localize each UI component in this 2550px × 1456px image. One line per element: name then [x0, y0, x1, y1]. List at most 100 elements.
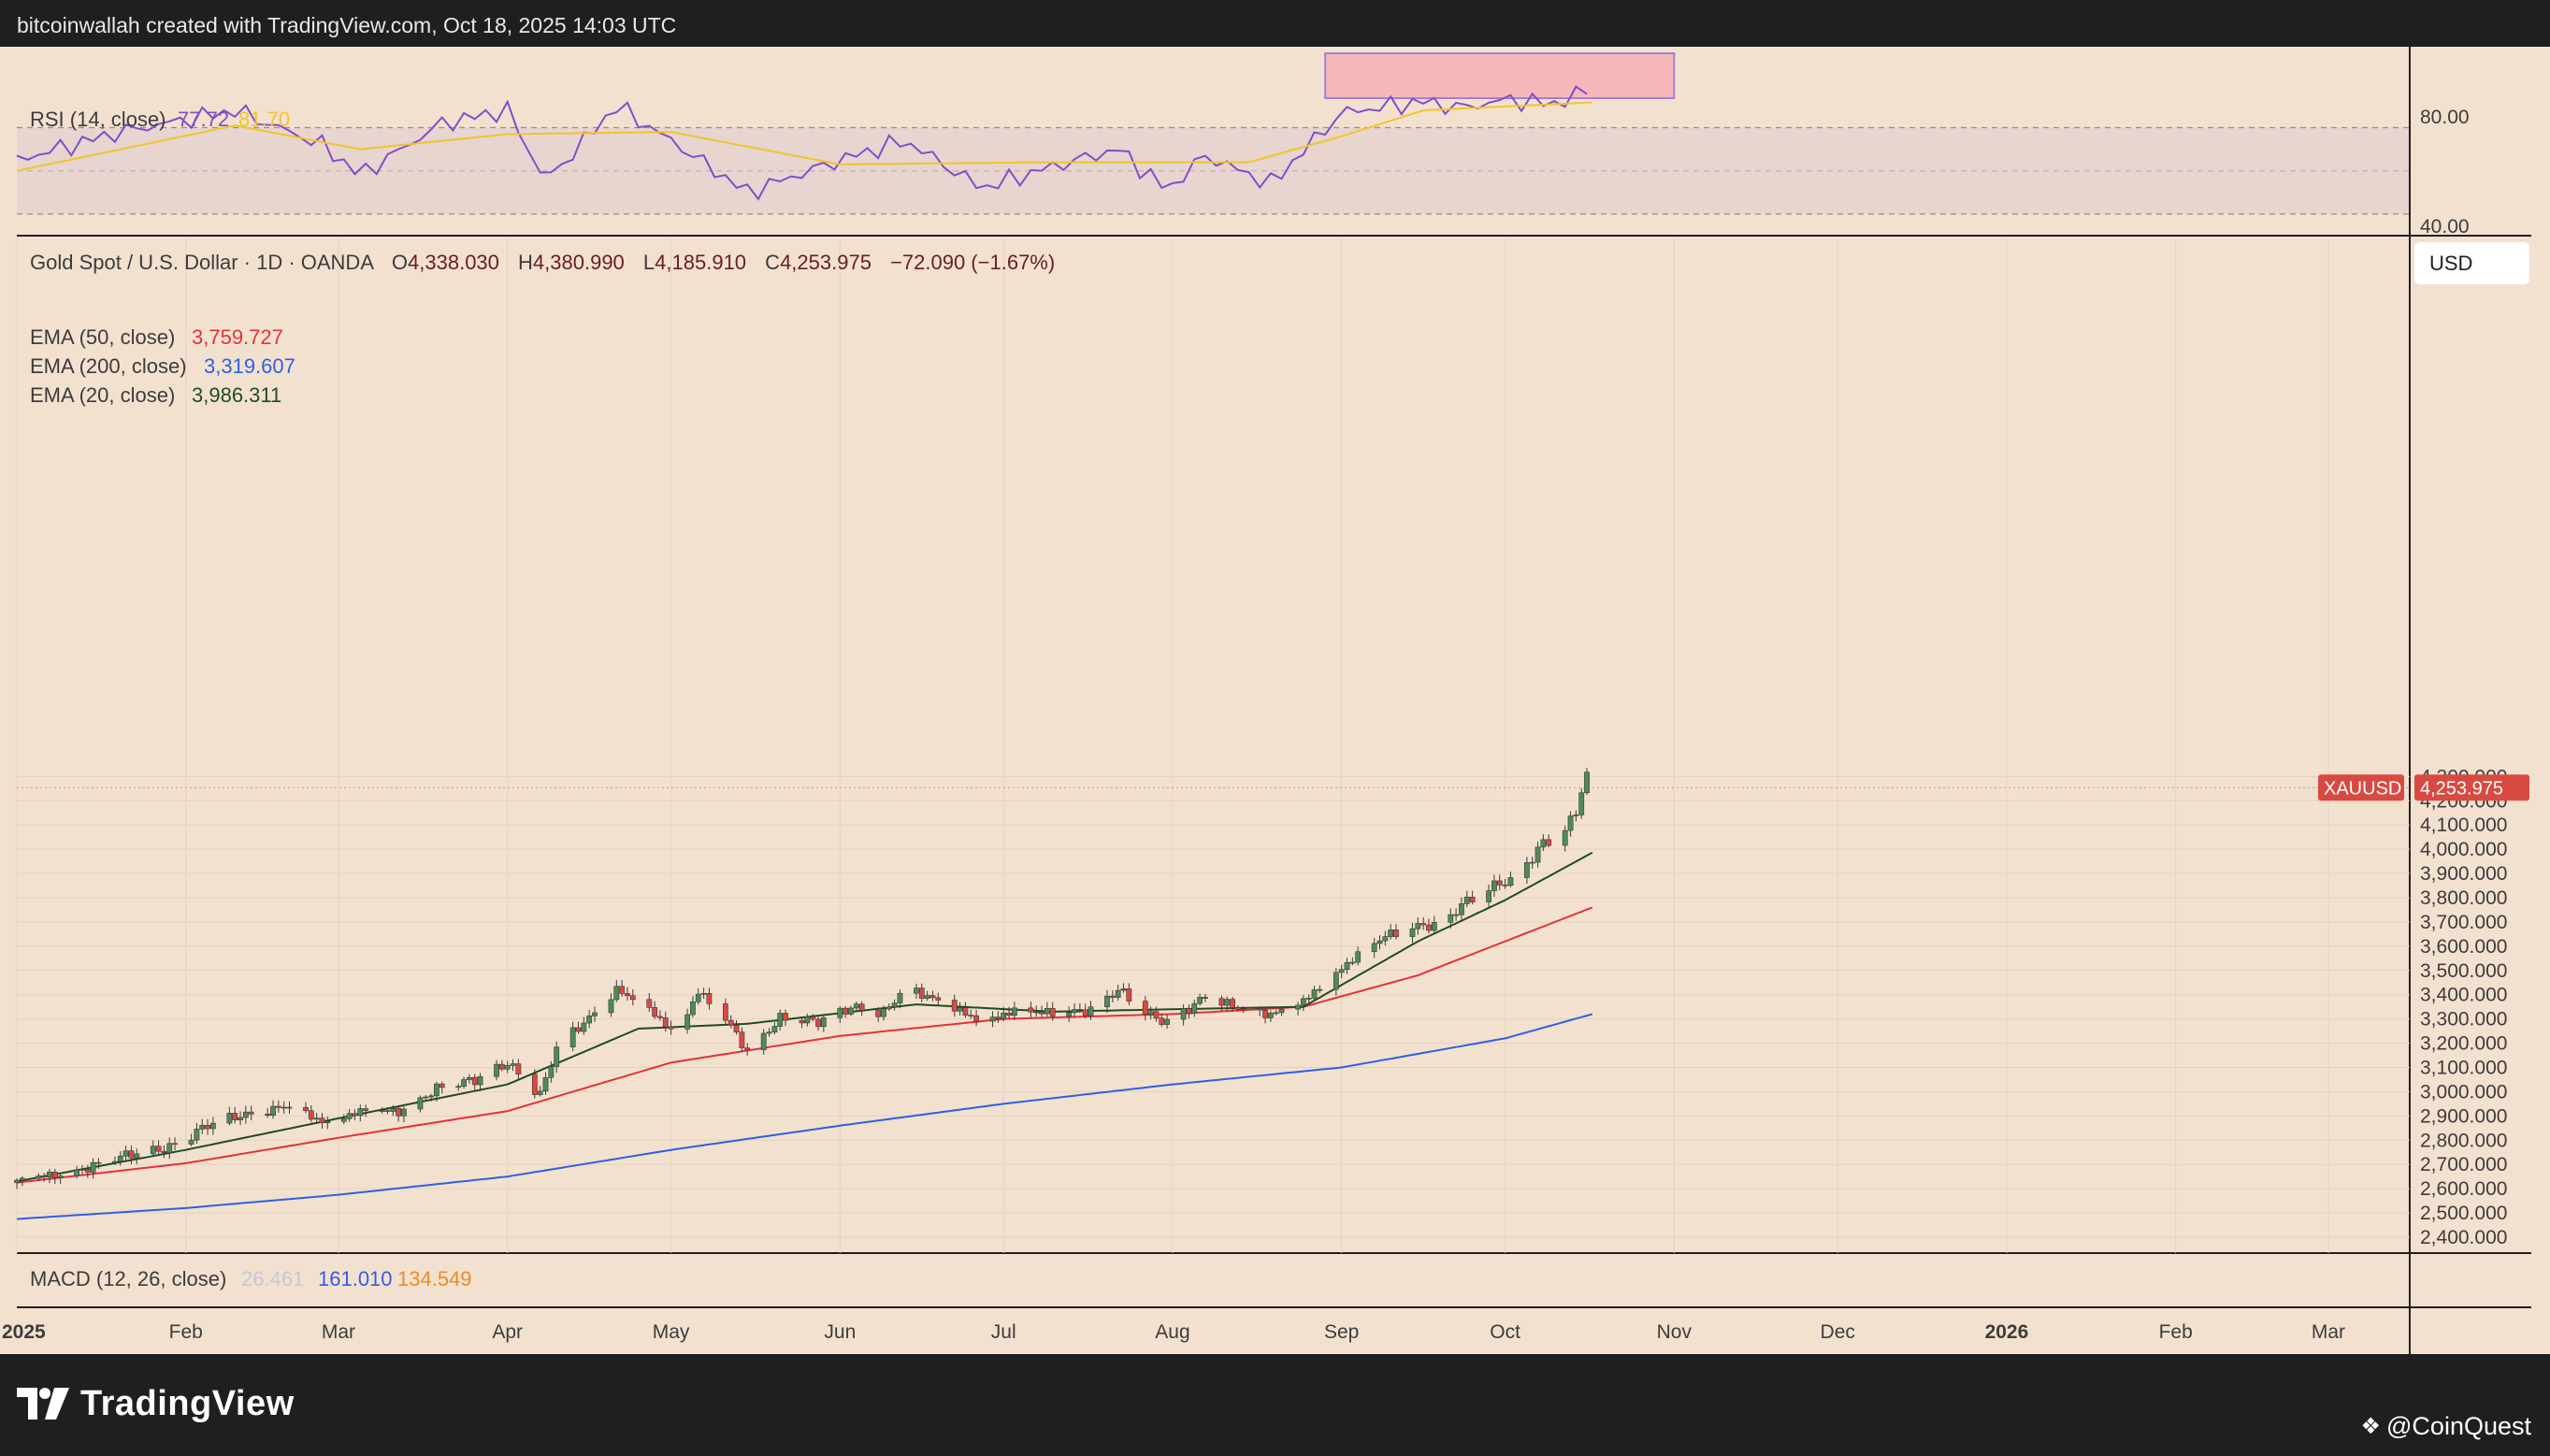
candle-body-down	[308, 1110, 314, 1120]
candle	[1268, 1010, 1274, 1022]
candle-body-up	[313, 1117, 320, 1120]
candle	[918, 983, 925, 1003]
candle-body-down	[962, 1007, 969, 1016]
candle-body-up	[47, 1172, 52, 1178]
price-tick-label: 2,900.000	[2420, 1105, 2507, 1127]
candle-body-down	[843, 1007, 849, 1015]
candle-body-down	[439, 1083, 445, 1088]
currency-button[interactable]: USD	[2414, 242, 2529, 284]
candle	[1001, 1006, 1007, 1022]
candle-body-down	[41, 1175, 48, 1178]
candle	[117, 1150, 123, 1166]
candle-body-up	[346, 1113, 353, 1119]
candle	[569, 1021, 576, 1052]
candle-body-up	[117, 1155, 123, 1162]
candle	[226, 1106, 233, 1126]
candle-body-up	[548, 1066, 555, 1078]
rsi-pane[interactable]: RSI (14, close) 77.72 81.70 80.00 40.00	[16, 52, 2470, 238]
candle-body-up	[1115, 989, 1121, 998]
chart-svg[interactable]: RSI (14, close) 77.72 81.70 80.00 40.00 …	[0, 47, 2550, 1354]
candle	[652, 1001, 658, 1019]
rsi-legend-ma-value: 81.70	[238, 108, 290, 131]
candle-body-down	[728, 1019, 734, 1026]
candle-body-down	[1230, 999, 1235, 1008]
ohlc-high-key: H	[518, 251, 533, 274]
candle-body-up	[36, 1175, 42, 1179]
candle-body-up	[461, 1079, 467, 1087]
candle	[1420, 916, 1427, 930]
candle-body-up	[79, 1169, 85, 1171]
candle-body-up	[242, 1111, 249, 1118]
price-tick-label: 3,700.000	[2420, 912, 2507, 933]
candle	[1546, 834, 1552, 848]
candle-body-up	[1072, 1009, 1077, 1014]
macd-legend-label: MACD (12, 26, close)	[30, 1267, 226, 1290]
candle-body-up	[477, 1075, 483, 1086]
candle-body-down	[625, 993, 630, 997]
candle	[232, 1106, 238, 1124]
candle	[36, 1173, 42, 1181]
candle	[1203, 993, 1208, 1002]
ohlc-low-value: 4,185.910	[655, 251, 746, 274]
price-tick-label: 2,800.000	[2420, 1130, 2507, 1151]
candle	[1295, 1002, 1301, 1016]
candle	[810, 1014, 816, 1022]
candle-body-up	[1573, 814, 1579, 816]
candle-body-up	[455, 1086, 462, 1088]
candle-body-down	[1082, 1009, 1088, 1016]
ohlc-change: −72.090 (−1.67%)	[890, 251, 1055, 274]
candle	[1409, 922, 1416, 944]
candle-body-down	[1235, 1007, 1241, 1010]
candle-body-up	[1491, 880, 1497, 891]
candle	[1142, 996, 1148, 1021]
coinquest-watermark: ❖ @CoinQuest	[2361, 1412, 2532, 1441]
candle	[537, 1086, 543, 1097]
price-pane[interactable]: 4,300.0004,200.0004,100.0004,000.0003,90…	[14, 238, 2529, 1253]
candle-body-down	[668, 1026, 674, 1030]
tradingview-logo[interactable]: TradingView	[17, 1380, 295, 1427]
price-tick-label: 3,000.000	[2420, 1081, 2507, 1103]
candle-body-up	[608, 999, 614, 1014]
candle	[739, 1027, 745, 1053]
price-tick-label: 3,300.000	[2420, 1009, 2507, 1031]
candle-body-up	[1120, 987, 1127, 991]
time-axis[interactable]: 2025 Feb Mar Apr May Jun Jul Aug Sep Oct Nov Dec 202…	[2, 1321, 2345, 1343]
candle	[690, 995, 696, 1018]
candle	[1496, 874, 1503, 890]
diamond-cluster-icon: ❖	[2360, 1414, 2382, 1439]
svg-text:Gold Spot / U.S. Dollar · 1D ·: Gold Spot / U.S. Dollar · 1D · OANDA O4,…	[30, 251, 1055, 274]
currency-button-label: USD	[2429, 252, 2472, 275]
macd-pane[interactable]: MACD (12, 26, close) 26.461 161.010 134.…	[30, 1267, 472, 1290]
candle-body-up	[537, 1090, 543, 1095]
candle-body-up	[122, 1150, 129, 1157]
candle-body-up	[1388, 930, 1394, 937]
candle	[951, 994, 958, 1017]
candle-body-up	[1311, 989, 1318, 999]
candle-body-up	[1371, 943, 1377, 953]
candle-body-up	[504, 1065, 511, 1070]
ema20-legend-value: 3,986.311	[192, 383, 281, 407]
ohlc-close-value: 4,253.975	[780, 251, 872, 274]
candle	[1534, 841, 1541, 868]
time-tick-label: Mar	[322, 1321, 355, 1343]
time-tick-label: Jun	[824, 1321, 856, 1343]
candle-body-up	[209, 1122, 216, 1130]
candle	[471, 1074, 478, 1090]
rsi-tick-40: 40.00	[2420, 216, 2470, 238]
candle-body-down	[858, 1003, 865, 1011]
candle	[1567, 811, 1574, 837]
candle-body-down	[384, 1110, 391, 1112]
candle-body-down	[1257, 1008, 1263, 1011]
candle	[891, 999, 898, 1011]
candle-body-up	[1180, 1008, 1187, 1020]
candle-body-up	[1164, 1018, 1171, 1025]
candle	[1049, 1002, 1056, 1021]
candle-body-up	[613, 986, 620, 1001]
candle-body-up	[914, 987, 919, 994]
candle	[1186, 1004, 1192, 1019]
candle-body-down	[1426, 924, 1432, 931]
candle	[820, 1015, 827, 1032]
candle-body-up	[1507, 877, 1514, 887]
chart-area[interactable]: RSI (14, close) 77.72 81.70 80.00 40.00 …	[0, 47, 2550, 1354]
candle-body-down	[1420, 923, 1427, 926]
